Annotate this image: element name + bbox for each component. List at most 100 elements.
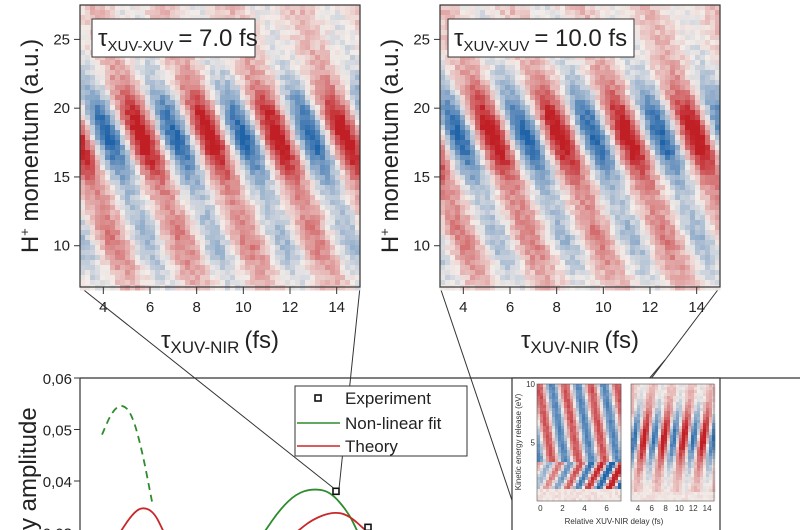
heatmap-cell (320, 130, 326, 136)
heatmap-cell (550, 260, 556, 266)
heatmap-cell (470, 200, 476, 206)
heatmap-cell (175, 215, 181, 221)
heatmap-cell (245, 160, 251, 166)
heatmap-cell (245, 165, 251, 171)
heatmap-cell (520, 280, 526, 286)
heatmap-cell (470, 145, 476, 151)
heatmap-cell (175, 200, 181, 206)
heatmap-cell (325, 180, 331, 186)
y-tick-label: 25 (53, 31, 70, 48)
heatmap-cell (540, 250, 546, 256)
heatmap-cell (290, 70, 296, 76)
heatmap-cell (455, 65, 461, 71)
heatmap-cell (145, 150, 151, 156)
heatmap-cell (230, 260, 236, 266)
heatmap-cell (140, 150, 146, 156)
heatmap-cell (560, 160, 566, 166)
heatmap-cell (135, 170, 141, 176)
heatmap-cell (250, 115, 256, 121)
heatmap-cell (275, 105, 281, 111)
heatmap-cell (345, 265, 351, 271)
heatmap-cell (565, 225, 571, 231)
heatmap-cell (190, 130, 196, 136)
heatmap-cell (235, 275, 241, 281)
heatmap-cell (115, 285, 121, 291)
heatmap-cell (215, 240, 221, 246)
heatmap-cell (280, 230, 286, 236)
heatmap-cell (90, 280, 96, 286)
heatmap-cell (280, 130, 286, 136)
heatmap-cell (120, 100, 126, 106)
heatmap-cell (520, 250, 526, 256)
heatmap-cell (190, 265, 196, 271)
heatmap-cell (530, 95, 536, 101)
heatmap-cell (145, 215, 151, 221)
heatmap-cell (590, 130, 596, 136)
heatmap-cell (205, 270, 211, 276)
heatmap-cell (195, 145, 201, 151)
heatmap-cell (490, 90, 496, 96)
heatmap-cell (210, 80, 216, 86)
heatmap-cell (260, 195, 266, 201)
heatmap-cell (335, 205, 341, 211)
heatmap-cell (465, 195, 471, 201)
heatmap-cell (530, 10, 536, 16)
heatmap-cell (200, 240, 206, 246)
heatmap-cell (285, 175, 291, 181)
heatmap-cell (545, 210, 551, 216)
x-tick-label: 4 (99, 299, 107, 316)
heatmap-cell (145, 140, 151, 146)
heatmap-cell (95, 215, 101, 221)
heatmap-cell (540, 85, 546, 91)
heatmap-cell (450, 55, 456, 61)
heatmap-cell (585, 180, 591, 186)
heatmap-cell (450, 155, 456, 161)
heatmap-cell (205, 245, 211, 251)
heatmap-cell (535, 205, 541, 211)
heatmap-cell (540, 70, 546, 76)
heatmap-cell (580, 120, 586, 126)
heatmap-cell (490, 220, 496, 226)
heatmap-cell (135, 10, 141, 16)
heatmap-cell (450, 130, 456, 136)
heatmap-cell (470, 95, 476, 101)
heatmap-cell (285, 245, 291, 251)
heatmap-cell (180, 90, 186, 96)
heatmap-cell (275, 40, 281, 46)
heatmap-cell (440, 100, 446, 106)
heatmap-cell (240, 145, 246, 151)
heatmap-cell (190, 145, 196, 151)
heatmap-cell (550, 135, 556, 141)
heatmap-cell (460, 70, 466, 76)
heatmap-cell (180, 270, 186, 276)
heatmap-cell (500, 260, 506, 266)
heatmap-cell (310, 125, 316, 131)
heatmap-cell (445, 280, 451, 286)
heatmap-cell (270, 180, 276, 186)
heatmap-cell (560, 105, 566, 111)
heatmap-cell (505, 70, 511, 76)
heatmap-cell (520, 285, 526, 291)
heatmap-cell (145, 95, 151, 101)
heatmap-cell (165, 235, 171, 241)
heatmap-cell (325, 215, 331, 221)
heatmap-cell (340, 205, 346, 211)
heatmap-cell (185, 10, 191, 16)
heatmap-cell (175, 60, 181, 66)
heatmap-cell (345, 165, 351, 171)
heatmap-cell (215, 95, 221, 101)
heatmap-cell (215, 280, 221, 286)
heatmap-cell (295, 205, 301, 211)
heatmap-cell (205, 200, 211, 206)
heatmap-cell (95, 255, 101, 261)
heatmap-cell (350, 255, 356, 261)
heatmap-cell (210, 65, 216, 71)
heatmap-cell (280, 55, 286, 61)
heatmap-cell (165, 245, 171, 251)
heatmap-cell (475, 170, 481, 176)
heatmap-cell (260, 225, 266, 231)
heatmap-cell (300, 210, 306, 216)
heatmap-cell (575, 215, 581, 221)
heatmap-cell (165, 75, 171, 81)
heatmap-cell (195, 230, 201, 236)
